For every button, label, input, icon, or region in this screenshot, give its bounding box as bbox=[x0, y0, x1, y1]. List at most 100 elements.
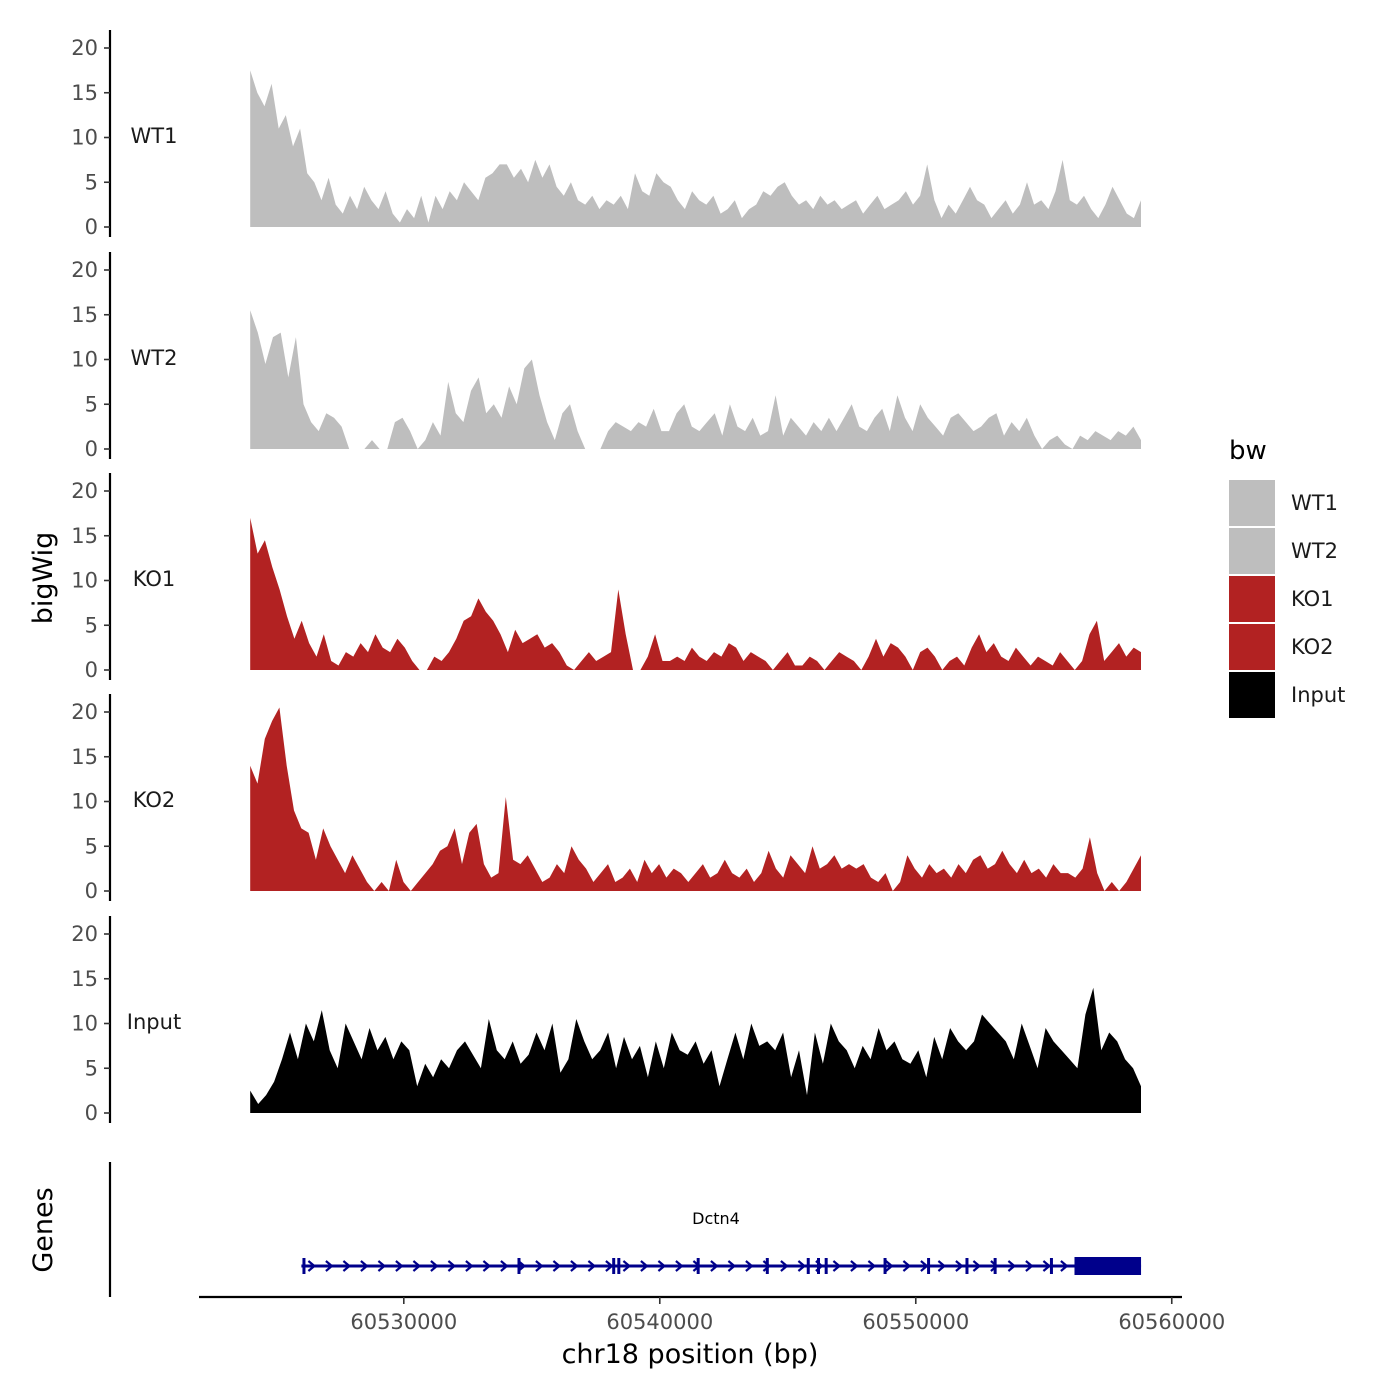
strand-arrow bbox=[762, 1260, 772, 1272]
gene-exon bbox=[612, 1258, 616, 1274]
strand-arrow bbox=[675, 1260, 684, 1272]
strand-arrow bbox=[937, 1260, 947, 1272]
strand-arrow bbox=[640, 1260, 649, 1272]
signal-area-wt1 bbox=[250, 70, 1141, 228]
strand-arrow bbox=[920, 1260, 929, 1272]
gene-name-label: Dctn4 bbox=[692, 1209, 740, 1228]
gene-exon bbox=[1049, 1258, 1053, 1274]
panel-ko1: 20 15 10 5 0 KO1 bbox=[71, 473, 1141, 682]
legend-key-ko1 bbox=[1229, 576, 1275, 622]
y-tick-label: 10 bbox=[71, 790, 98, 814]
legend: bw WT1 WT2 KO1 KO2 Input bbox=[1229, 436, 1345, 718]
gene-model bbox=[301, 1257, 1142, 1275]
legend-label-ko2: KO2 bbox=[1291, 635, 1334, 659]
y-tick-label: 10 bbox=[71, 348, 98, 372]
gene-exon bbox=[927, 1258, 931, 1274]
y-tick-label: 0 bbox=[85, 437, 98, 461]
signal-area-wt2 bbox=[250, 310, 1141, 449]
track-label-ko2: KO2 bbox=[133, 788, 176, 812]
genes-track-label: Genes bbox=[28, 1187, 59, 1272]
strand-arrow bbox=[657, 1260, 667, 1272]
y-tick-label: 0 bbox=[85, 215, 98, 239]
legend-key-wt2 bbox=[1229, 528, 1275, 574]
strand-arrow bbox=[447, 1260, 457, 1272]
x-tick-label: 60540000 bbox=[606, 1310, 713, 1334]
gene-exon bbox=[824, 1258, 828, 1274]
strand-arrow bbox=[552, 1260, 562, 1272]
strand-arrow bbox=[395, 1260, 404, 1272]
strand-arrow bbox=[535, 1260, 544, 1272]
y-tick-label: 15 bbox=[71, 967, 98, 991]
strand-arrow bbox=[780, 1260, 789, 1272]
y-tick-label: 15 bbox=[71, 81, 98, 105]
gene-exon bbox=[993, 1258, 997, 1274]
strand-arrow bbox=[850, 1260, 859, 1272]
track-label-wt2: WT2 bbox=[131, 346, 178, 370]
gene-terminal-exon bbox=[1074, 1257, 1142, 1275]
y-tick-label: 10 bbox=[71, 126, 98, 150]
strand-arrow bbox=[885, 1260, 894, 1272]
track-label-ko1: KO1 bbox=[133, 567, 176, 591]
y-tick-label: 20 bbox=[71, 479, 98, 503]
strand-arrow bbox=[342, 1260, 352, 1272]
signal-panels: 20 15 10 5 0 WT1 20 15 10 5 0 WT2 20 15 10 5 0 KO1 20 15 10 5… bbox=[71, 30, 1141, 1125]
strand-arrow bbox=[430, 1260, 439, 1272]
strand-arrow bbox=[307, 1260, 317, 1272]
strand-arrow bbox=[570, 1260, 579, 1272]
signal-area-ko1 bbox=[250, 517, 1141, 670]
y-tick-label: 10 bbox=[71, 1012, 98, 1036]
gene-track: Genes Dctn4 bbox=[28, 1162, 1142, 1297]
y-tick-label: 5 bbox=[85, 834, 98, 858]
strand-arrow bbox=[605, 1260, 614, 1272]
strand-arrow bbox=[972, 1260, 982, 1272]
x-axis-title: chr18 position (bp) bbox=[562, 1339, 819, 1370]
strand-arrow bbox=[1060, 1260, 1069, 1272]
strand-arrow bbox=[1025, 1260, 1034, 1272]
strand-arrow bbox=[902, 1260, 912, 1272]
gene-exon bbox=[765, 1258, 769, 1274]
x-axis-ticks: 60530000 60540000 60550000 60560000 bbox=[350, 1297, 1225, 1334]
gene-exon bbox=[617, 1258, 621, 1274]
strand-arrow bbox=[832, 1260, 842, 1272]
legend-key-wt1 bbox=[1229, 480, 1275, 526]
strand-arrow bbox=[412, 1260, 422, 1272]
strand-arrow bbox=[465, 1260, 474, 1272]
y-tick-label: 5 bbox=[85, 613, 98, 637]
strand-arrow bbox=[990, 1260, 999, 1272]
gene-exon bbox=[883, 1258, 887, 1274]
strand-arrow bbox=[325, 1260, 334, 1272]
y-tick-label: 20 bbox=[71, 36, 98, 60]
strand-arrow bbox=[727, 1260, 737, 1272]
panel-wt1: 20 15 10 5 0 WT1 bbox=[71, 30, 1141, 239]
legend-label-wt2: WT2 bbox=[1291, 539, 1338, 563]
strand-arrow bbox=[867, 1260, 877, 1272]
x-axis: 60530000 60540000 60550000 60560000 chr18 p… bbox=[199, 1295, 1225, 1370]
y-tick-label: 20 bbox=[71, 700, 98, 724]
y-tick-label: 5 bbox=[85, 170, 98, 194]
strand-arrow bbox=[1007, 1260, 1017, 1272]
y-tick-label: 10 bbox=[71, 569, 98, 593]
strand-arrow bbox=[360, 1260, 369, 1272]
legend-key-input bbox=[1229, 672, 1275, 718]
track-label-wt1: WT1 bbox=[131, 124, 178, 148]
gene-exon bbox=[302, 1258, 306, 1274]
x-tick-label: 60550000 bbox=[862, 1310, 969, 1334]
y-tick-label: 20 bbox=[71, 922, 98, 946]
strand-arrow bbox=[955, 1260, 964, 1272]
gene-exon bbox=[965, 1258, 969, 1274]
legend-label-input: Input bbox=[1291, 683, 1345, 707]
legend-label-ko1: KO1 bbox=[1291, 587, 1334, 611]
strand-arrow bbox=[710, 1260, 719, 1272]
y-tick-label: 0 bbox=[85, 658, 98, 682]
y-tick-label: 5 bbox=[85, 1056, 98, 1080]
panel-ko2: 20 15 10 5 0 KO2 bbox=[71, 694, 1141, 903]
signal-area-ko2 bbox=[250, 707, 1141, 891]
y-tick-label: 20 bbox=[71, 258, 98, 282]
y-axis-title: bigWig bbox=[28, 532, 59, 625]
signal-area-input bbox=[250, 987, 1141, 1113]
strand-arrow bbox=[1042, 1260, 1052, 1272]
x-tick-label: 60560000 bbox=[1118, 1310, 1225, 1334]
y-tick-label: 0 bbox=[85, 879, 98, 903]
y-tick-label: 15 bbox=[71, 524, 98, 548]
legend-title: bw bbox=[1229, 436, 1267, 466]
